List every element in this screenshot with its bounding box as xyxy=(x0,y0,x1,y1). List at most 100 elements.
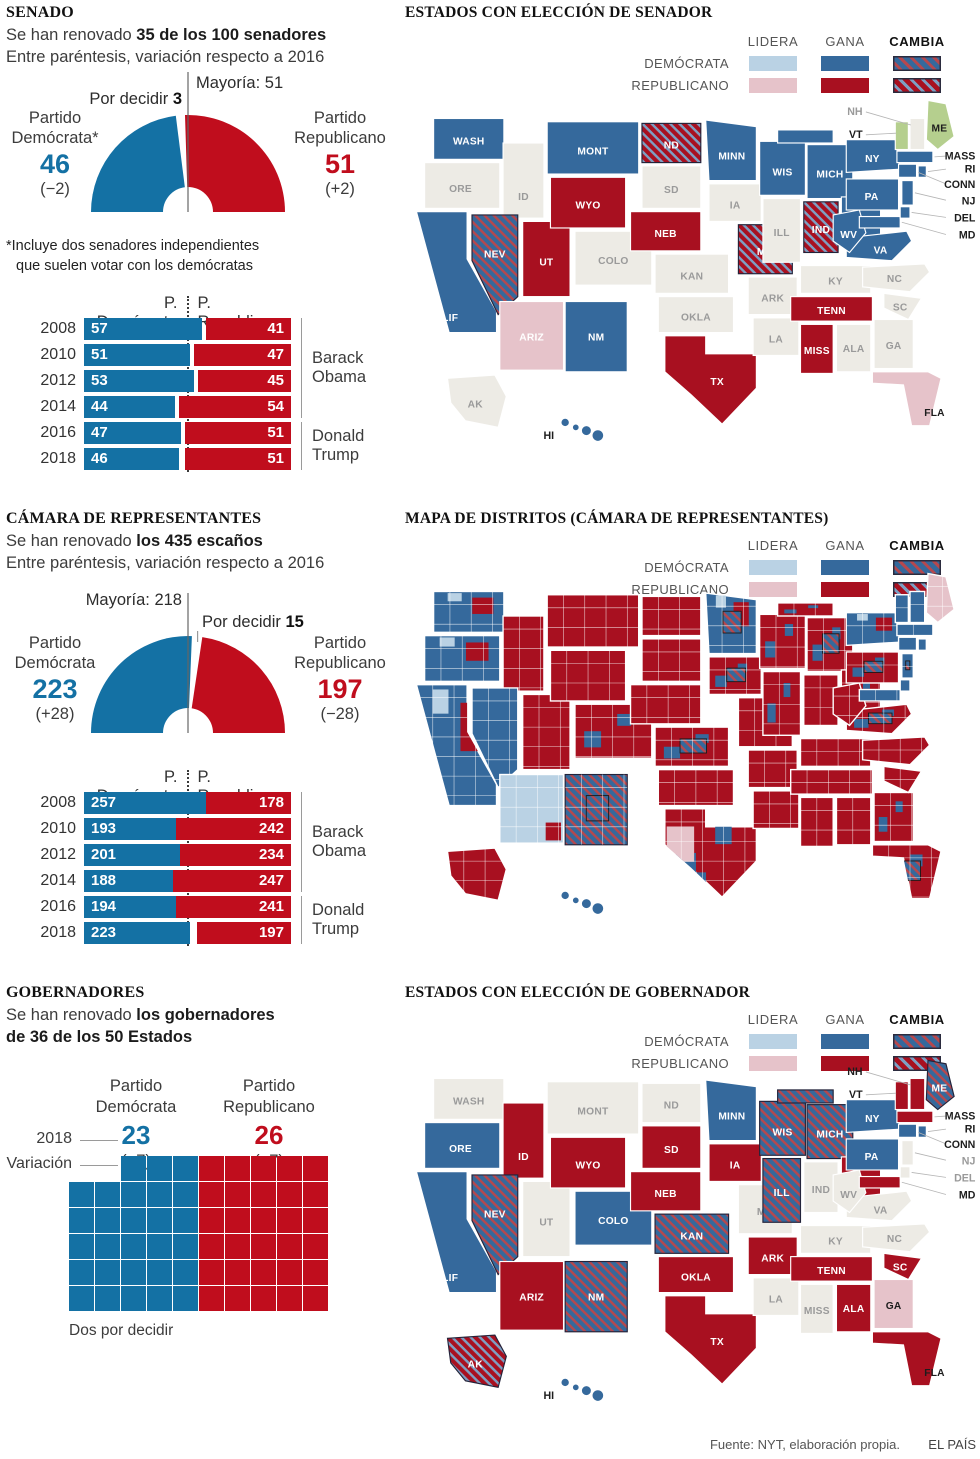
state-vt xyxy=(894,1081,909,1111)
state-label-ia: IA xyxy=(730,200,741,211)
state-sc xyxy=(883,1252,923,1281)
waffle-empty xyxy=(95,1156,121,1182)
legend-lidera: LIDERA xyxy=(747,33,799,49)
state-ore xyxy=(424,162,501,209)
state-label-wash: WASH xyxy=(453,137,485,148)
state-label-ut: UT xyxy=(539,258,554,269)
waffle-cell-rep xyxy=(303,1260,328,1285)
districts-ill xyxy=(762,671,801,736)
state-label-mich: MICH xyxy=(816,1129,843,1140)
state-ga xyxy=(873,791,914,843)
waffle-cell-dem xyxy=(147,1156,172,1181)
state-mass xyxy=(896,150,934,164)
waffle-cell-rep xyxy=(251,1182,276,1207)
state-label-sd: SD xyxy=(664,185,679,196)
districts-tenn xyxy=(790,769,873,795)
camara-donut: Mayoría: 218 Por decidir 15 Partido Demó… xyxy=(6,585,398,739)
state-wis xyxy=(759,140,806,196)
state-ut xyxy=(522,220,571,298)
waffle-cell-rep xyxy=(303,1234,328,1259)
swatch-lidera-dem xyxy=(749,55,797,71)
state-label-kan: KAN xyxy=(680,271,703,282)
senado-dem-change: (−2) xyxy=(40,180,70,199)
state-label-calif: CALIF xyxy=(427,313,458,324)
bar-row-2012: 2012 201 234 xyxy=(6,844,398,866)
state-label-me: ME xyxy=(932,124,948,135)
state-md xyxy=(858,688,901,702)
state-tenn xyxy=(789,768,874,795)
map-title-gobernador: ESTADOS CON ELECCIÓN DE GOBERNADOR xyxy=(405,984,750,1001)
bar-row-2008: 2008 257 178 xyxy=(6,792,398,814)
leader-line-conn xyxy=(918,172,947,185)
president-label: Barack Obama xyxy=(312,348,367,386)
state-hi-island xyxy=(560,890,570,900)
waffle-cell-rep xyxy=(277,1208,302,1233)
gobernadores-subtitle2: de 36 de los 50 Estados xyxy=(6,1028,193,1046)
state-nh xyxy=(909,117,926,151)
state-hi-island xyxy=(591,902,604,915)
state-pa xyxy=(845,178,900,211)
year-label: 2010 xyxy=(40,346,76,363)
bar-track: 47 51 xyxy=(84,422,291,444)
state-va xyxy=(845,1190,913,1222)
districts-la xyxy=(753,790,799,829)
districts-md xyxy=(875,689,898,701)
state-label-mass: MASS xyxy=(945,150,976,162)
state-nd xyxy=(641,122,702,164)
state-label-HI: HI xyxy=(544,1390,555,1402)
leader-line-ri xyxy=(927,1128,947,1132)
waffle-cell-rep xyxy=(199,1260,224,1285)
waffle-cell-dem xyxy=(69,1182,94,1207)
state-id xyxy=(502,142,545,219)
waffle-cell-dem xyxy=(121,1234,146,1259)
state-label-vt: VT xyxy=(849,129,863,141)
state-michup xyxy=(777,1089,834,1104)
state-conn xyxy=(897,636,918,652)
senado-donut: Por decidir 3 Mayoría: 51 Partido Demócr… xyxy=(6,64,398,218)
waffle-cell-rep xyxy=(251,1286,276,1311)
flipped-district xyxy=(822,633,840,654)
waffle-cell-rep xyxy=(303,1182,328,1207)
state-ore xyxy=(424,1122,501,1169)
donut-rep-slice xyxy=(188,637,285,733)
flipped-district xyxy=(722,610,742,634)
waffle-cell-dem xyxy=(173,1234,198,1259)
state-label-ala: ALA xyxy=(843,1304,865,1315)
state-hi-island xyxy=(581,1385,592,1396)
districts-ia xyxy=(708,656,762,695)
state-sd xyxy=(641,1125,702,1169)
state-label-ark: ARK xyxy=(761,294,784,305)
state-ga xyxy=(873,318,914,370)
districts-ind xyxy=(803,674,839,726)
state-label-ia: IA xyxy=(730,1160,741,1171)
districts-nj xyxy=(901,660,914,671)
waffle-cell-rep xyxy=(225,1182,250,1207)
state-label-ri: RI xyxy=(965,1123,976,1135)
state-label-nh: NH xyxy=(847,1066,862,1078)
state-ark xyxy=(747,1236,798,1276)
leader-line-md xyxy=(901,221,947,235)
state-miss xyxy=(799,323,834,374)
state-ariz xyxy=(499,1260,565,1331)
state-hi-island xyxy=(572,423,580,432)
president-annotation: Donald Trump xyxy=(301,896,384,944)
senado-footnote: *Incluye dos senadores independientes qu… xyxy=(6,238,260,274)
senado-subtitle: Se han renovado 35 de los 100 senadores xyxy=(6,26,326,46)
state-nm xyxy=(564,300,628,373)
swatch-lidera-rep xyxy=(749,581,797,597)
camara-rep-block: Partido Republicano 197 (−28) xyxy=(294,634,386,724)
leader-line-conn xyxy=(918,1132,947,1145)
state-label-ill: ILL xyxy=(774,228,790,239)
state-hi-island xyxy=(560,417,570,427)
waffle-cell-dem xyxy=(69,1286,94,1311)
senado-rep-block: Partido Republicano 51 (+2) xyxy=(282,108,398,199)
state-sc xyxy=(883,292,923,321)
state-ut xyxy=(521,693,571,771)
state-ind xyxy=(803,201,839,254)
state-kan xyxy=(654,253,730,294)
camara-majority-label: Mayoría: 218 xyxy=(85,591,182,609)
waffle-cell-rep xyxy=(225,1286,250,1311)
state-ia xyxy=(708,1143,762,1183)
districts-kan xyxy=(655,727,729,767)
state-hi-island xyxy=(581,425,592,436)
